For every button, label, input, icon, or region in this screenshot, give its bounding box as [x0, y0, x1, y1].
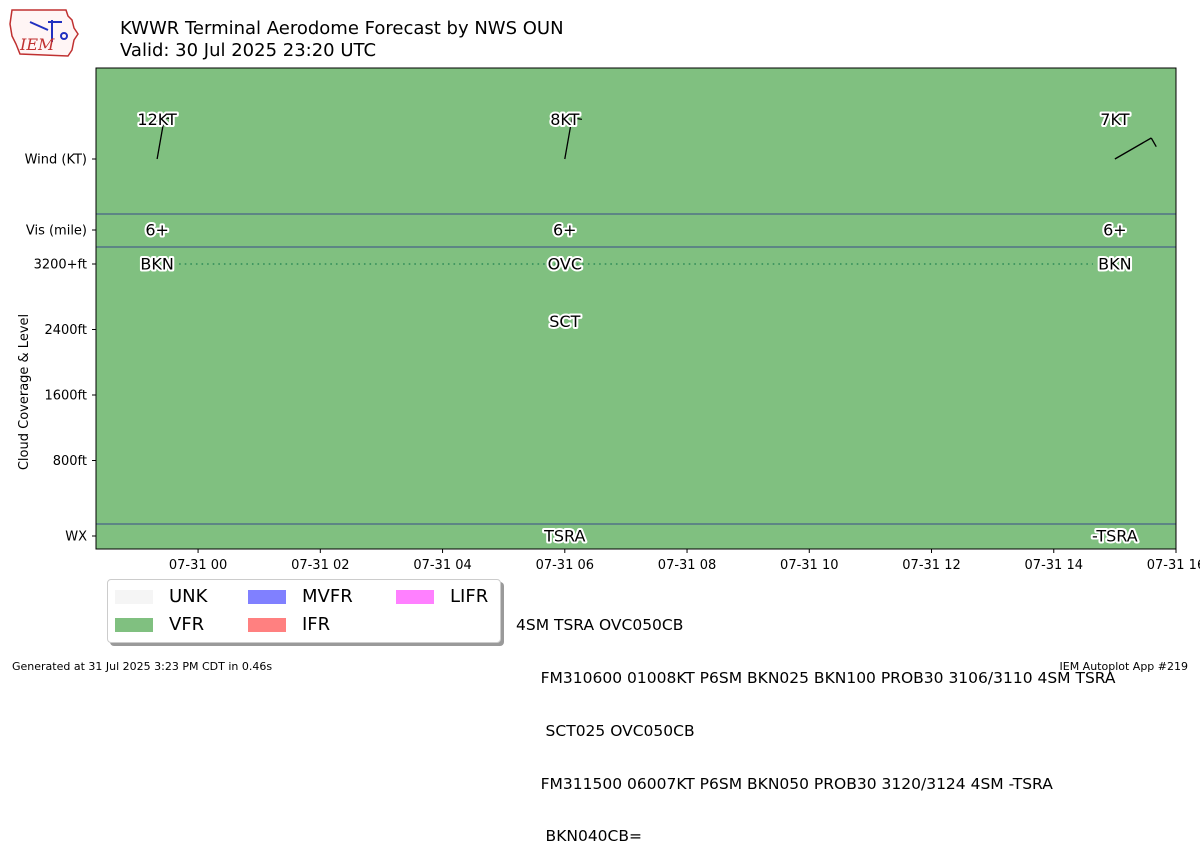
visibility-label: 6+: [553, 221, 577, 240]
legend-swatch-mvfr: [248, 589, 286, 604]
legend-label-ifr: IFR: [302, 614, 331, 635]
cloud-cover-label: SCT: [549, 312, 580, 331]
taf-raw-text: 4SM TSRA OVC050CB FM310600 01008KT P6SM …: [516, 582, 1116, 864]
legend-item-unk: UNK: [115, 586, 207, 607]
legend-swatch-ifr: [248, 617, 286, 632]
wind-speed-label: 8KT: [550, 110, 579, 129]
wind-barb-flag: [1150, 137, 1157, 147]
wind-barb-flag: [571, 116, 583, 121]
y-axis-label: Cloud Coverage & Level: [17, 314, 32, 470]
cloud-cover-label: BKN: [140, 255, 173, 274]
taf-line: SCT025 OVC050CB: [516, 721, 695, 740]
visibility-label: 6+: [145, 221, 169, 240]
cloud-tick-label: 800ft: [53, 454, 87, 469]
footer-app: IEM Autoplot App #219: [1059, 660, 1189, 673]
svg-text:IEM: IEM: [19, 35, 55, 54]
wind-barb-flag: [164, 116, 175, 121]
plot-frame: [95, 67, 1177, 550]
visibility-label: 6+: [1103, 221, 1127, 240]
x-tick-label: 07-31 06: [536, 558, 594, 573]
taf-line: BKN040CB=: [516, 827, 642, 846]
legend-label-vfr: VFR: [169, 614, 205, 635]
legend-swatch-lifr: [396, 589, 434, 604]
wind-row-label: Wind (KT): [25, 153, 87, 168]
vis-row-label: Vis (mile): [26, 224, 87, 239]
weather-label: TSRA: [543, 527, 585, 546]
legend-label-mvfr: MVFR: [302, 586, 353, 607]
iem-logo: IEM: [9, 9, 79, 57]
cloud-cover-label: OVC: [548, 255, 582, 274]
wind-speed-label: 12KT: [137, 110, 177, 129]
legend-label-lifr: LIFR: [450, 586, 489, 607]
legend-swatch-unk: [115, 589, 153, 604]
cloud-tick-label: 3200+ft: [34, 258, 87, 273]
x-tick-label: 07-31 14: [1025, 558, 1083, 573]
taf-chart: Wind (KT) Vis (mile) 3200+ft 2400ft 1600ft 80…: [17, 67, 1200, 573]
chart-title: KWWR Terminal Aerodome Forecast by NWS O…: [120, 18, 564, 39]
taf-line: 4SM TSRA OVC050CB: [516, 616, 684, 635]
wind-barb: [1114, 137, 1152, 160]
legend-swatch-vfr: [115, 617, 153, 632]
legend-item-lifr: LIFR: [396, 586, 488, 607]
legend-item-mvfr: MVFR: [248, 586, 353, 607]
x-tick-label: 07-31 00: [169, 558, 227, 573]
cloud-tick-label: 2400ft: [44, 323, 87, 338]
flight-category-band: [96, 68, 1176, 549]
cloud-cover-label: BKN: [1098, 255, 1131, 274]
wind-barb: [564, 117, 573, 160]
legend-item-vfr: VFR: [115, 614, 204, 635]
x-tick-label: 07-31 16: [1147, 558, 1200, 573]
legend: UNK MVFR LIFR VFR IFR: [107, 579, 501, 643]
wind-barb: [156, 117, 166, 160]
chart-subtitle: Valid: 30 Jul 2025 23:20 UTC: [120, 40, 377, 61]
x-tick-label: 07-31 08: [658, 558, 716, 573]
weather-label: -TSRA: [1092, 527, 1138, 546]
wind-speed-label: 7KT: [1100, 110, 1129, 129]
cloud-tick-label: 1600ft: [44, 389, 87, 404]
taf-line: FM310600 01008KT P6SM BKN025 BKN100 PROB…: [516, 668, 1116, 687]
x-tick-label: 07-31 04: [413, 558, 471, 573]
x-tick-label: 07-31 10: [780, 558, 838, 573]
wx-row-label: WX: [65, 530, 87, 545]
footer-generated: Generated at 31 Jul 2025 3:23 PM CDT in …: [12, 660, 273, 673]
x-tick-label: 07-31 12: [902, 558, 960, 573]
x-tick-label: 07-31 02: [291, 558, 349, 573]
legend-item-ifr: IFR: [248, 614, 330, 635]
legend-label-unk: UNK: [169, 586, 208, 607]
taf-line: FM311500 06007KT P6SM BKN050 PROB30 3120…: [516, 774, 1053, 793]
